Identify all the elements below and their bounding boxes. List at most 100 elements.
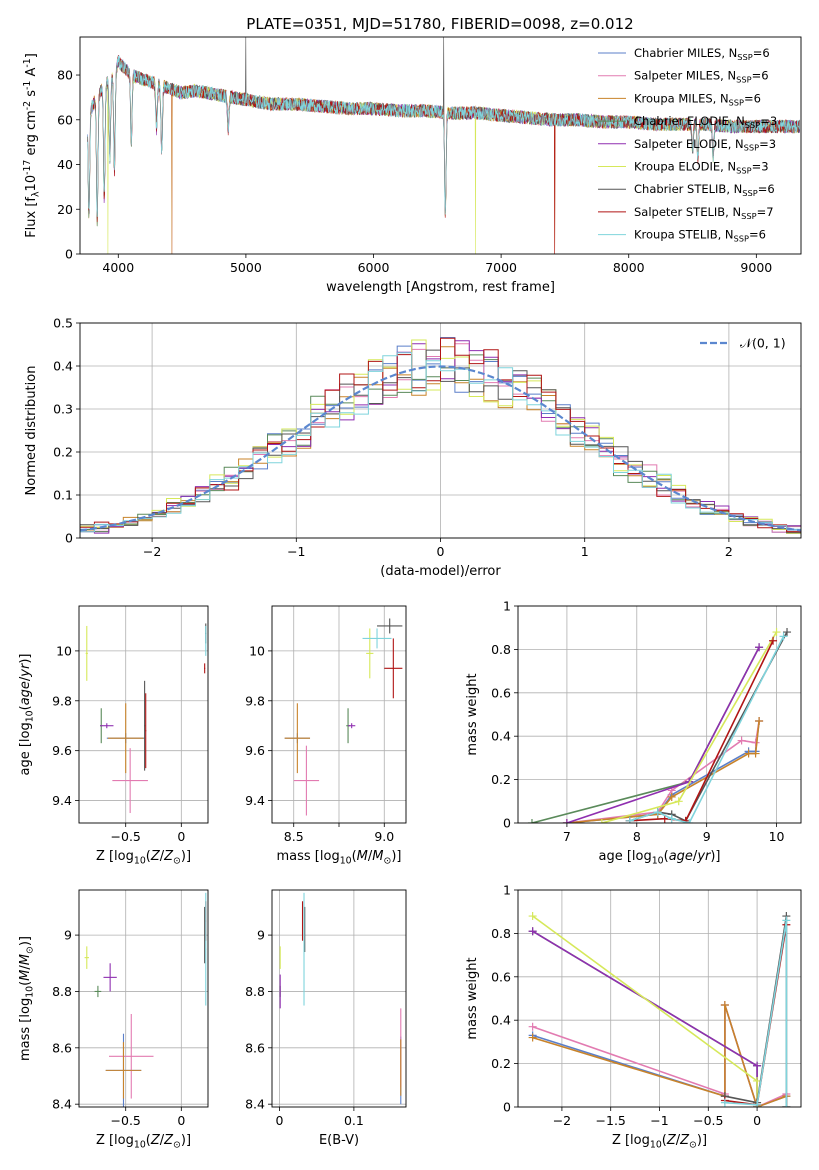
x-axis-label: wavelength [Angstrom, rest frame]	[326, 280, 555, 295]
weight-marker	[720, 1001, 729, 1010]
weight-marker	[755, 717, 764, 726]
y-tick-label: 8.4	[245, 1097, 265, 1112]
x-tick-label: 6000	[358, 260, 390, 275]
axes-mass_weight_vs_age: 7 8 9 10 0 0.2 0.4 0.6 0.8 1 age [log10(age/yr)] ma…	[465, 599, 802, 866]
weight-marker	[755, 643, 764, 652]
weight-line-kroupa-elodie	[601, 631, 778, 823]
y-tick-label: 20	[57, 202, 73, 217]
y-tick-label: 9.8	[52, 693, 72, 708]
y-axis-label: mass [log10(M/M⊙)]	[18, 936, 35, 1061]
weight-marker	[779, 632, 788, 641]
x-tick-label: 1	[581, 544, 589, 559]
weight-marker	[528, 927, 537, 936]
legend-entry: 𝒩(0, 1)	[740, 336, 786, 351]
axes-frame	[79, 36, 802, 255]
x-tick-label: 0	[177, 1113, 185, 1128]
y-tick-label: 9.4	[245, 793, 265, 808]
axes-frame	[271, 889, 407, 1108]
legend-entry: Kroupa ELODIE, NSSP=3	[634, 160, 769, 176]
y-tick-label: 0.4	[491, 1013, 511, 1028]
y-tick-label: 10	[249, 643, 265, 658]
y-axis-label: age [log10(age/yr)]	[18, 653, 35, 775]
weight-marker	[782, 916, 791, 925]
plot-area	[87, 37, 800, 254]
legend-entry: Salpeter ELODIE, NSSP=3	[634, 137, 776, 153]
y-tick-label: 8.6	[52, 1040, 72, 1055]
weight-marker	[528, 1022, 537, 1031]
spectrum-line-kroupa-stelib	[87, 55, 800, 217]
axes-frame	[517, 605, 802, 824]
axes-mass_weight_vs_Z: −2 −1.5 −1 −0.5 0 0 0.2 0.4 0.6 0.8 1 Z [log10(Z/Z⊙…	[465, 883, 802, 1150]
y-tick-label: 1	[503, 883, 511, 898]
y-tick-label: 0.6	[491, 969, 511, 984]
legend-entry: Kroupa MILES, NSSP=6	[634, 91, 761, 107]
y-tick-label: 0	[65, 531, 73, 546]
y-tick-label: 9	[64, 928, 72, 943]
x-tick-label: 9000	[740, 260, 772, 275]
histogram-salpeter-stelib	[80, 337, 801, 538]
weight-marker	[685, 819, 694, 823]
axes-age_vs_mass: 8.5 9.0 9.4 9.6 9.8 10 mass [log10(M/M⊙)]	[245, 605, 407, 866]
y-tick-label: 8.8	[245, 984, 265, 999]
y-axis-label: Normed distribution	[24, 366, 39, 496]
weight-marker	[597, 819, 606, 823]
legend-entry: Salpeter MILES, NSSP=6	[634, 69, 769, 85]
weight-marker	[783, 628, 792, 637]
y-tick-label: 0.2	[53, 445, 73, 460]
x-tick-label: 4000	[102, 260, 134, 275]
weight-line-kroupa-stelib	[724, 920, 788, 1107]
legend-entry: Chabrier STELIB, NSSP=6	[634, 182, 775, 198]
axes-frame	[517, 889, 802, 1108]
x-tick-label: 9	[703, 829, 711, 844]
weight-marker	[720, 1098, 729, 1107]
y-tick-label: 0.2	[491, 772, 511, 787]
x-tick-label: 0	[275, 1113, 283, 1128]
x-tick-label: 5000	[230, 260, 262, 275]
weight-marker	[674, 797, 683, 806]
y-tick-label: 60	[57, 112, 73, 127]
axes-frame	[271, 605, 407, 824]
weight-marker	[753, 1100, 762, 1107]
plot-area	[527, 628, 792, 823]
weight-marker	[782, 1103, 791, 1107]
axes-age_vs_Z: −0.5 0 9.4 9.6 9.8 10 Z [log10(Z/Z⊙)] age [log1…	[18, 605, 209, 866]
weight-line-chabrier-stelib	[724, 915, 788, 1107]
axes-spectrum: 4000 5000 6000 7000 8000 9000 0 20 40 60 80 wavelen…	[22, 36, 802, 295]
x-tick-label: 0	[177, 829, 185, 844]
histogram-kroupa-stelib	[80, 352, 801, 538]
weight-line-salpeter-elodie	[532, 930, 758, 1107]
x-axis-label: Z [log10(Z/Z⊙)]	[96, 1133, 191, 1150]
y-tick-label: 9.6	[52, 743, 72, 758]
y-tick-label: 8.6	[245, 1040, 265, 1055]
x-tick-label: −0.5	[111, 1113, 141, 1128]
x-tick-label: 0	[753, 1113, 761, 1128]
weight-marker	[772, 628, 781, 637]
x-tick-label: 8000	[613, 260, 645, 275]
y-tick-label: 0.4	[53, 359, 73, 374]
legend-entry: Kroupa STELIB, NSSP=6	[634, 228, 766, 244]
y-tick-label: 8.8	[52, 984, 72, 999]
y-tick-label: 0.2	[491, 1056, 511, 1071]
x-tick-label: −1	[650, 1113, 668, 1128]
x-axis-label: (data-model)/error	[380, 564, 501, 579]
x-tick-label: −0.5	[111, 829, 141, 844]
x-tick-label: −1.5	[596, 1113, 626, 1128]
weight-line-chabrier-elodie	[532, 930, 758, 1107]
y-tick-label: 0	[65, 247, 73, 262]
x-tick-label: −0.5	[693, 1113, 723, 1128]
weight-marker	[625, 816, 634, 823]
normal-curve	[80, 365, 801, 532]
weight-marker	[667, 792, 676, 801]
x-tick-label: 9.0	[374, 829, 394, 844]
y-tick-label: 0.6	[491, 685, 511, 700]
x-tick-label: 0	[437, 544, 445, 559]
axes-frame	[79, 322, 802, 539]
weight-line-salpeter-elodie	[566, 646, 760, 823]
x-tick-label: 8.5	[284, 829, 304, 844]
legend-entry: Chabrier ELODIE, NSSP=3	[634, 114, 777, 130]
weight-marker	[737, 736, 746, 745]
weight-marker	[653, 808, 662, 817]
x-tick-label: 2	[725, 544, 733, 559]
x-axis-label: mass [log10(M/M⊙)]	[277, 849, 402, 866]
